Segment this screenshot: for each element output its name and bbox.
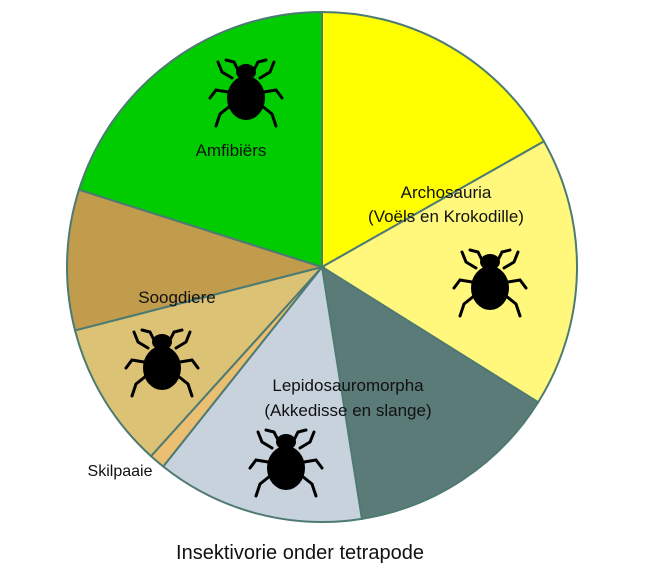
chart-title: Insektivorie onder tetrapode <box>176 542 424 564</box>
label-skilpaaie: Skilpaaie <box>88 463 153 480</box>
label-archosauria: Archosauria <box>401 183 492 202</box>
pie-slice-archosauria-0 <box>321 10 546 269</box>
pie-slice-lepidosauromorpha-3 <box>161 264 364 523</box>
pie-slice-soogdiere-6 <box>66 188 326 332</box>
label-archosauria-sub: (Voëls en Krokodille) <box>368 207 524 226</box>
pie-slice-archosauria-1 <box>320 139 578 404</box>
label-lepidosauromorpha-sub: (Akkedisse en slange) <box>264 401 431 420</box>
label-lepidosauromorpha: Lepidosauromorpha <box>272 376 424 395</box>
label-soogdiere: Soogdiere <box>138 288 216 307</box>
pie-slice-soogdiere-5 <box>73 265 325 458</box>
pie-slice-lepidosauromorpha-2 <box>320 264 540 521</box>
label-amfibiers: Amfibiërs <box>196 141 267 160</box>
